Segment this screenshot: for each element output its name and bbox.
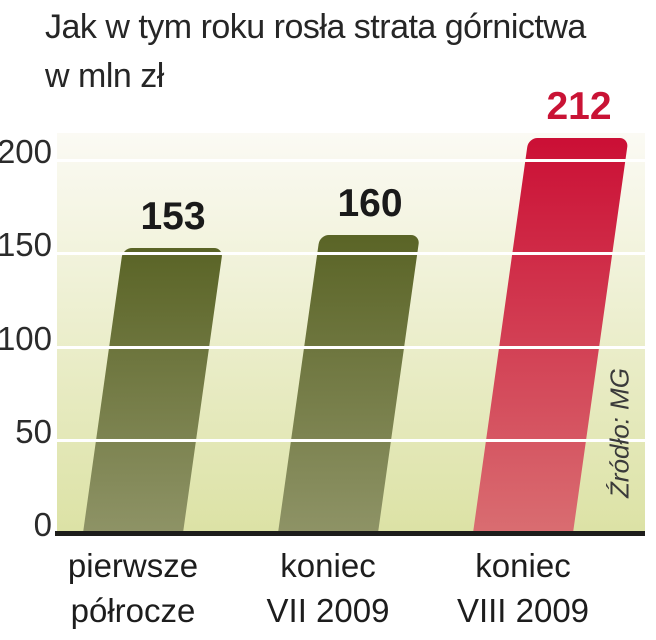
x-axis-baseline — [55, 531, 645, 536]
y-tick-label-200: 200 — [0, 133, 52, 170]
value-label-2: 160 — [337, 182, 403, 225]
y-tick-label-150: 150 — [0, 226, 52, 263]
gridline-200 — [57, 159, 645, 162]
y-tick-label-50: 50 — [15, 413, 52, 450]
gridline-50 — [57, 439, 645, 442]
source-note: Źródło: MG — [604, 367, 635, 499]
x-tick-line2: VII 2009 — [266, 592, 390, 629]
value-label-3: 212 — [546, 85, 612, 128]
plot-area — [55, 133, 645, 536]
gridline-150 — [57, 252, 645, 255]
x-tick-label-1: pierwsze półrocze — [23, 543, 243, 633]
x-tick-line2: VIII 2009 — [456, 592, 590, 629]
value-label-1: 153 — [140, 195, 206, 238]
x-tick-line1: koniec — [280, 547, 376, 584]
x-tick-label-2: koniec VII 2009 — [218, 543, 438, 633]
chart-title-line2: w mln zł — [45, 57, 164, 95]
chart-title: Jak w tym roku rosła strata górnictwa w … — [45, 3, 586, 101]
y-tick-label-100: 100 — [0, 320, 52, 357]
bar-1 — [83, 248, 224, 533]
chart-title-line1: Jak w tym roku rosła strata górnictwa — [45, 8, 586, 46]
x-tick-line1: pierwsze — [67, 547, 199, 584]
y-tick-label-0: 0 — [33, 506, 52, 543]
gridline-100 — [57, 346, 645, 349]
x-tick-line1: koniec — [475, 547, 571, 584]
x-tick-line2: półrocze — [70, 592, 196, 629]
bar-2 — [278, 235, 420, 533]
x-tick-label-3: koniec VIII 2009 — [413, 543, 633, 633]
